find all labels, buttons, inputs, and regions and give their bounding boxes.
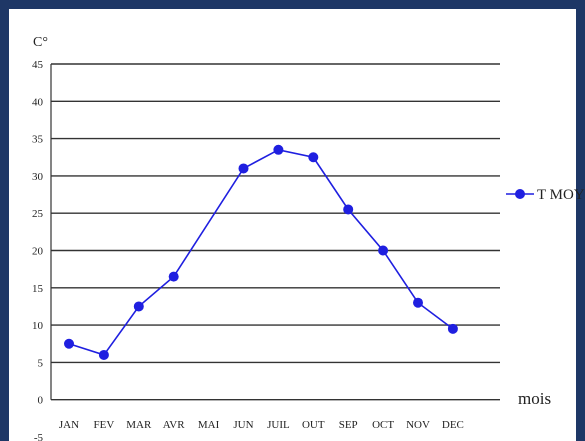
y-tick-label: 20 [32, 246, 44, 258]
x-tick-label: OUT [302, 419, 325, 431]
data-point [273, 144, 284, 155]
y-tick-label: 40 [32, 96, 44, 108]
x-tick-label: NOV [406, 419, 430, 431]
x-axis-label: mois [518, 389, 551, 408]
data-point [308, 152, 319, 163]
x-tick-label: MAR [126, 419, 152, 431]
y-tick-label: 30 [32, 171, 44, 183]
series-layer [64, 144, 458, 360]
y-tick-labels: -5 0 5 10 15 20 25 30 35 40 45 [32, 59, 44, 441]
data-point [447, 323, 458, 334]
data-point [98, 349, 109, 360]
data-point [378, 245, 389, 256]
y-tick-label: 10 [32, 320, 44, 332]
legend-marker [515, 189, 525, 199]
data-point [343, 204, 354, 215]
y-axis-label: C° [33, 35, 48, 50]
data-point [413, 297, 423, 308]
data-point [64, 338, 74, 349]
x-tick-labels: JAN FEV MAR AVR MAI JUN JUIL OUT SEP OCT NOV DEC [59, 419, 464, 431]
y-tick-label: 35 [32, 134, 44, 146]
x-tick-label: MAI [198, 419, 220, 431]
series-line [68, 148, 454, 356]
y-tick-label: 0 [38, 395, 44, 407]
x-tick-label: JUN [233, 419, 253, 431]
legend-label: T MOY [537, 187, 585, 203]
gridlines [50, 63, 500, 401]
x-tick-label: SEP [339, 419, 358, 431]
data-point [168, 271, 179, 282]
y-tick-label: 25 [32, 208, 44, 220]
y-tick-label: -5 [34, 432, 44, 441]
y-tick-label: 45 [32, 59, 44, 71]
y-tick-label: 5 [38, 357, 44, 369]
x-tick-label: AVR [163, 419, 185, 431]
data-point [133, 301, 144, 312]
x-tick-label: JUIL [267, 419, 290, 431]
data-point [238, 163, 249, 174]
legend: T MOY [506, 187, 585, 203]
x-tick-label: FEV [94, 419, 115, 431]
y-tick-label: 15 [32, 283, 44, 295]
x-tick-label: OCT [372, 419, 394, 431]
x-tick-label: JAN [59, 419, 79, 431]
x-tick-label: DEC [442, 419, 464, 431]
